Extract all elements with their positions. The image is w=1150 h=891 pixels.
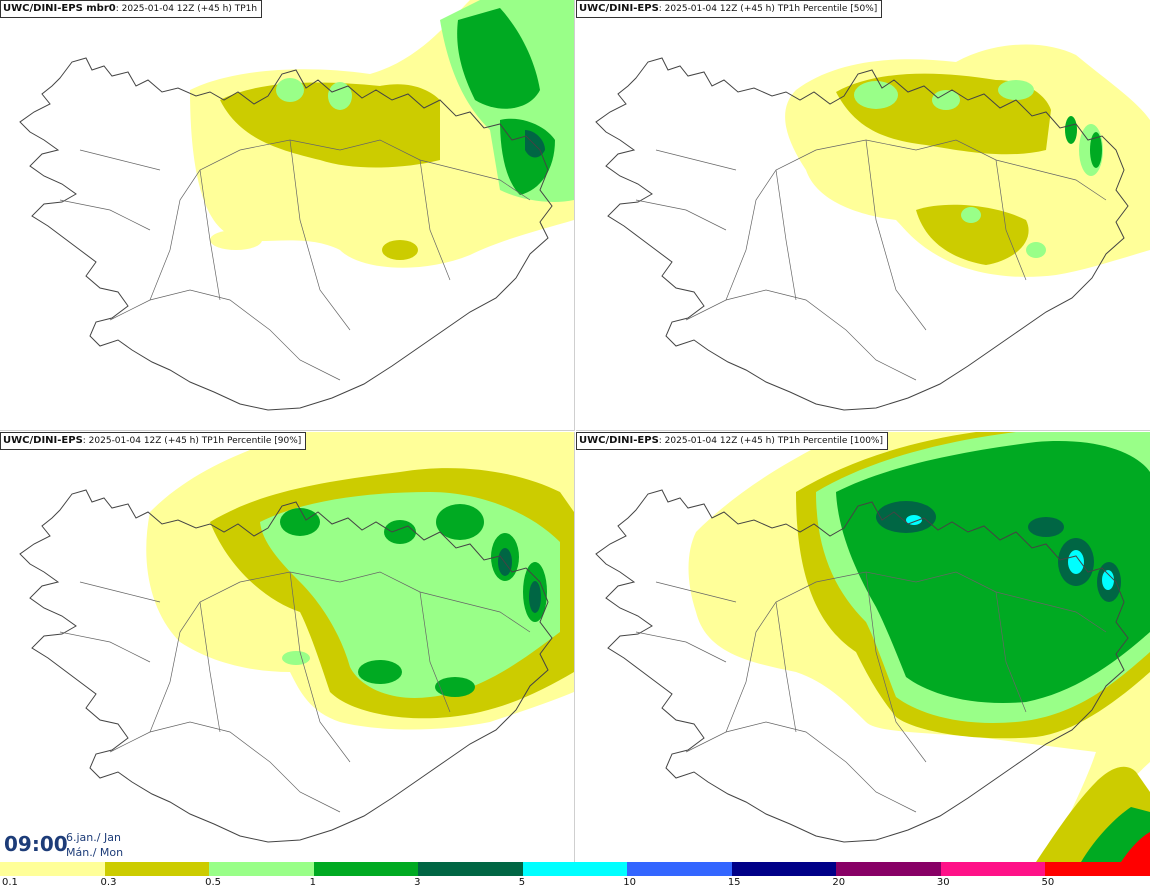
run-details: : 2025-01-04 12Z (+45 h) xyxy=(115,4,232,14)
precip-map-p90 xyxy=(19,432,574,843)
legend-label: 20 xyxy=(832,877,846,888)
legend-swatch xyxy=(940,862,1046,876)
run-label: UWC/DINI-EPS mbr0 xyxy=(3,3,116,14)
precip-legend-labels: 0.1 0.3 0.5 1 3 5 10 15 20 30 50 xyxy=(0,877,1150,891)
run-details: : 2025-01-04 12Z (+45 h) xyxy=(658,436,775,446)
run-details: : 2025-01-04 12Z (+45 h) xyxy=(658,4,775,14)
run-label: UWC/DINI-EPS xyxy=(3,435,83,446)
legend-swatch xyxy=(1045,862,1150,876)
legend-swatch xyxy=(418,862,523,876)
legend-label: 1 xyxy=(309,877,316,888)
panel-title-mbr0: UWC/DINI-EPS mbr0: 2025-01-04 12Z (+45 h… xyxy=(0,0,263,18)
legend-swatch xyxy=(104,862,210,876)
map-panel-p100: UWC/DINI-EPS: 2025-01-04 12Z (+45 h) TP1… xyxy=(576,432,1150,863)
legend-label: 5 xyxy=(518,877,526,888)
valid-time: 09:00 xyxy=(4,832,68,856)
precip-map-mbr0 xyxy=(19,0,574,411)
panel-title-p50: UWC/DINI-EPS: 2025-01-04 12Z (+45 h) TP1… xyxy=(576,0,883,18)
panel-title-p90: UWC/DINI-EPS: 2025-01-04 12Z (+45 h) TP1… xyxy=(0,432,307,450)
map-panel-p90: UWC/DINI-EPS: 2025-01-04 12Z (+45 h) TP1… xyxy=(0,432,575,863)
product-label: TP1h Percentile [50%] xyxy=(774,4,878,14)
legend-label: 15 xyxy=(727,877,741,888)
run-label: UWC/DINI-EPS xyxy=(579,3,659,14)
product-label: TP1h Percentile [100%] xyxy=(774,436,883,446)
panel-title-p100: UWC/DINI-EPS: 2025-01-04 12Z (+45 h) TP1… xyxy=(576,432,888,450)
precip-field xyxy=(190,0,574,268)
map-panel-p50: UWC/DINI-EPS: 2025-01-04 12Z (+45 h) TP1… xyxy=(576,0,1150,431)
precip-legend-bar xyxy=(0,862,1150,876)
legend-swatch xyxy=(627,862,732,876)
run-details: : 2025-01-04 12Z (+45 h) xyxy=(82,436,199,446)
precip-map-p100 xyxy=(595,432,1150,862)
legend-swatch xyxy=(0,862,105,876)
valid-date-line: 6.jan./ Jan xyxy=(66,831,121,844)
precip-field xyxy=(146,432,574,730)
legend-swatch xyxy=(522,862,628,876)
precip-map-p50 xyxy=(595,44,1150,411)
legend-swatch xyxy=(731,862,837,876)
legend-swatch xyxy=(836,862,941,876)
valid-date: 6.jan./ Jan Mán./ Mon xyxy=(66,830,123,860)
valid-day-line: Mán./ Mon xyxy=(66,846,124,859)
legend-swatch xyxy=(313,862,419,876)
legend-label: 30 xyxy=(936,877,950,888)
precip-field xyxy=(688,432,1150,862)
legend-label: 3 xyxy=(414,877,421,888)
legend-label: 50 xyxy=(1041,877,1055,888)
legend-label: 10 xyxy=(623,877,636,888)
precip-field xyxy=(785,44,1150,277)
legend-swatch xyxy=(209,862,314,876)
map-panel-mbr0: UWC/DINI-EPS mbr0: 2025-01-04 12Z (+45 h… xyxy=(0,0,575,431)
valid-time-box: 09:00 6.jan./ Jan Mán./ Mon xyxy=(0,826,130,862)
run-label: UWC/DINI-EPS xyxy=(579,435,659,446)
product-label: TP1h Percentile [90%] xyxy=(198,436,302,446)
product-label: TP1h xyxy=(231,4,258,14)
legend-label: 0.1 xyxy=(2,877,18,888)
legend-label: 0.3 xyxy=(100,877,117,888)
legend-label: 0.5 xyxy=(205,877,221,888)
